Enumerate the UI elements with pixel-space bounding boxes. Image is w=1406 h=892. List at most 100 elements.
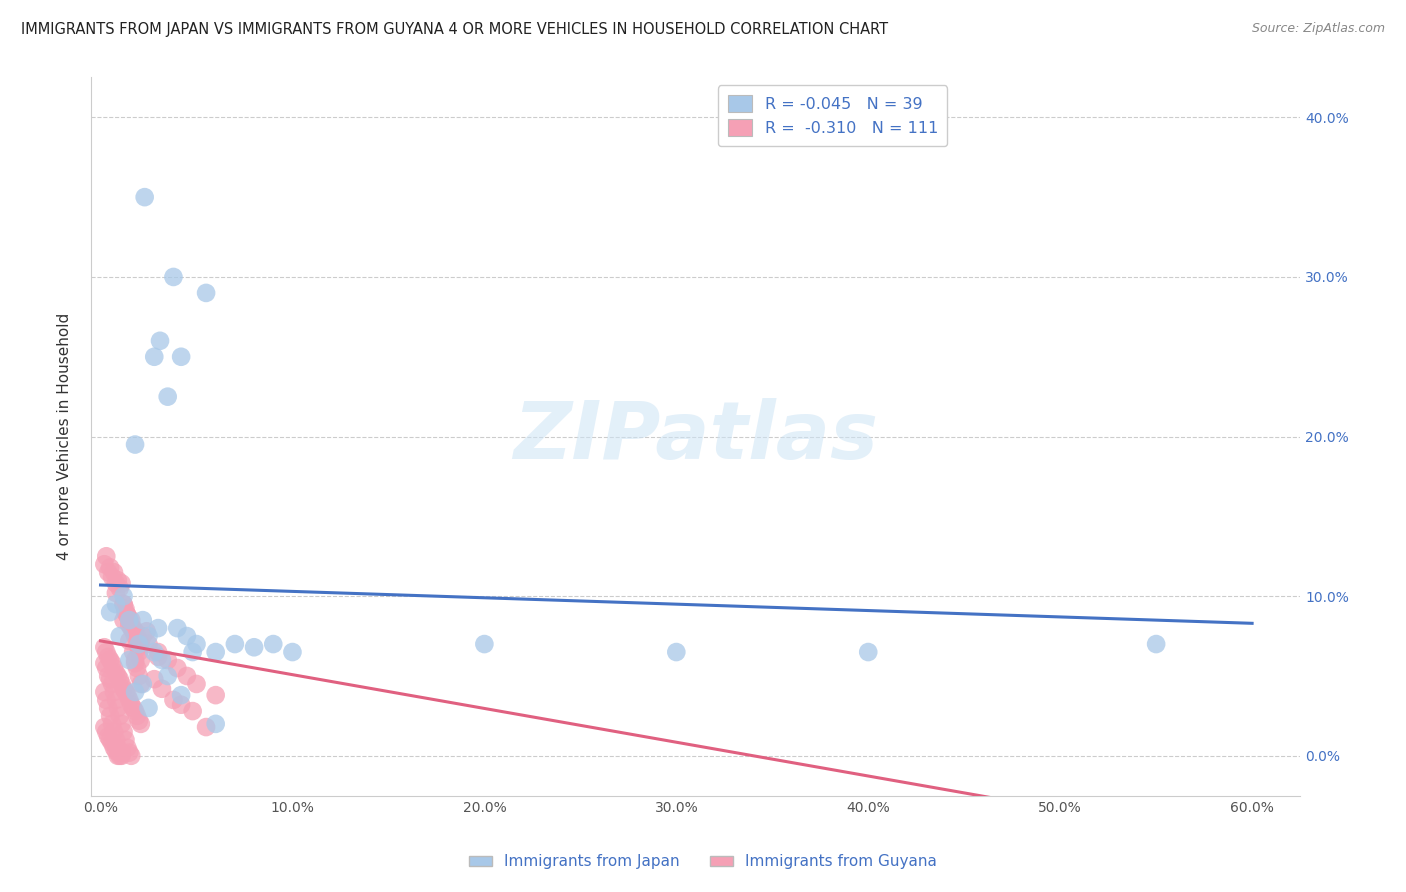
Point (107, 573, 129, 587)
Point (117, 688, 139, 702)
Text: Source: ZipAtlas.com: Source: ZipAtlas.com (1251, 22, 1385, 36)
Point (125, 709, 148, 723)
Point (129, 653, 152, 667)
Point (96, 645, 118, 659)
Point (186, 637, 208, 651)
Point (143, 645, 166, 659)
Point (108, 709, 131, 723)
Point (93, 640, 115, 655)
Point (114, 685, 136, 699)
Point (104, 744, 127, 758)
Point (104, 586, 127, 600)
Point (135, 624, 157, 639)
Point (120, 613, 142, 627)
Point (93, 685, 115, 699)
Point (104, 576, 127, 591)
Point (104, 732, 127, 747)
Point (103, 661, 125, 675)
Point (118, 618, 141, 632)
Point (124, 624, 146, 639)
Point (474, 637, 496, 651)
Point (122, 701, 145, 715)
Point (170, 350, 193, 364)
Point (111, 746, 134, 760)
Point (120, 698, 142, 712)
Point (107, 701, 129, 715)
Point (120, 748, 142, 763)
Point (98, 653, 121, 667)
Point (124, 685, 146, 699)
Point (114, 605, 136, 619)
Point (186, 677, 208, 691)
Point (128, 645, 150, 659)
Point (112, 597, 135, 611)
Point (124, 653, 146, 667)
Point (204, 688, 226, 702)
Point (98, 732, 121, 747)
Point (134, 190, 156, 204)
Point (124, 437, 146, 451)
Point (138, 701, 160, 715)
Point (118, 693, 141, 707)
Point (150, 681, 173, 696)
Point (204, 645, 226, 659)
Point (103, 685, 125, 699)
Point (96, 724, 118, 739)
Point (112, 724, 135, 739)
Point (125, 629, 148, 643)
Point (111, 748, 134, 763)
Point (132, 629, 155, 643)
Point (103, 566, 125, 580)
Point (125, 661, 148, 675)
Point (111, 677, 134, 691)
Point (146, 645, 169, 659)
Point (122, 624, 145, 639)
Point (195, 720, 218, 734)
Point (112, 613, 135, 627)
Point (138, 637, 160, 651)
Point (117, 608, 139, 623)
Point (1144, 637, 1167, 651)
Point (97, 566, 120, 580)
Point (128, 669, 150, 683)
Point (93, 558, 115, 572)
Point (97, 649, 120, 664)
Point (156, 390, 179, 404)
Point (129, 637, 152, 651)
Point (128, 633, 150, 648)
Point (124, 657, 146, 671)
Point (262, 637, 284, 651)
Point (143, 350, 166, 364)
Point (125, 637, 148, 651)
Point (124, 704, 146, 718)
Point (103, 724, 125, 739)
Point (108, 748, 131, 763)
Point (118, 746, 141, 760)
Point (107, 669, 129, 683)
Point (98, 560, 121, 574)
Point (97, 669, 120, 683)
Point (101, 736, 124, 750)
Point (170, 698, 193, 712)
Point (96, 693, 118, 707)
Point (98, 709, 121, 723)
Point (858, 645, 880, 659)
Point (122, 621, 145, 635)
Point (128, 714, 150, 728)
Point (118, 613, 141, 627)
Point (101, 570, 124, 584)
Point (122, 645, 145, 659)
Point (162, 269, 184, 284)
Point (166, 621, 188, 635)
Point (176, 669, 198, 683)
Point (98, 605, 121, 619)
Point (118, 633, 141, 648)
Point (108, 581, 131, 595)
Point (128, 637, 150, 651)
Point (138, 629, 160, 643)
Point (129, 717, 152, 731)
Point (96, 661, 118, 675)
Point (111, 717, 134, 731)
Legend: R = -0.045   N = 39, R =  -0.310   N = 111: R = -0.045 N = 39, R = -0.310 N = 111 (718, 86, 948, 145)
Point (101, 657, 124, 671)
